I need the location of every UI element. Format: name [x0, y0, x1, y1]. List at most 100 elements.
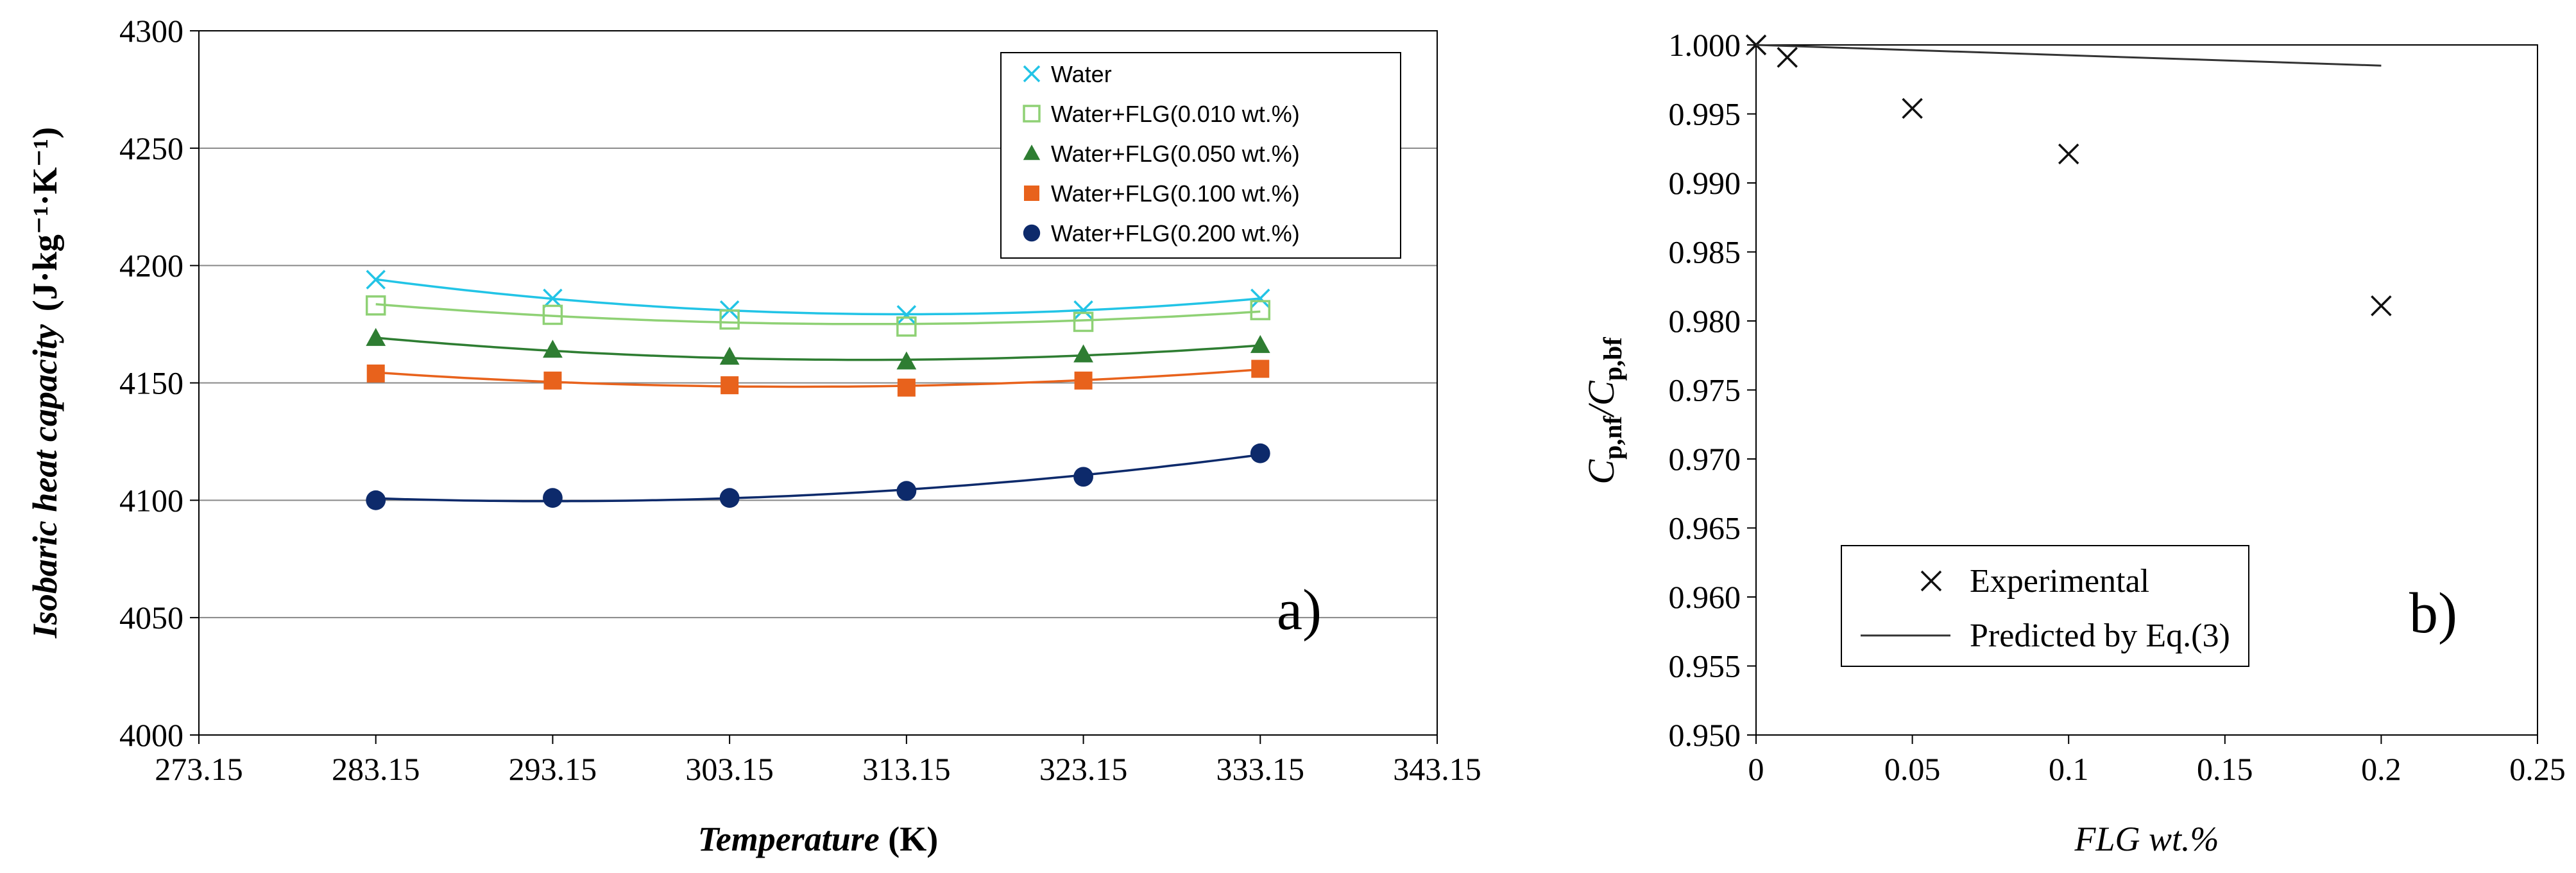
panel-b-x-tick-label: 0.25: [2509, 751, 2566, 787]
panel-a-x-tick-label: 343.15: [1393, 751, 1481, 787]
panel-a-x-tick-label: 283.15: [332, 751, 420, 787]
panel-b-x-tick-label: 0.05: [1884, 751, 1941, 787]
panel-b-legend-label: Predicted by Eq.(3): [1970, 618, 2230, 654]
panel-b-experimental-point: [2058, 143, 2079, 165]
panel-a: 4000 4050 4100 4150 4200 4250 4300 273.15 283.1…: [26, 13, 1481, 858]
panel-a-data-points: [365, 270, 1271, 510]
panel-b-x-tick-label: 0.2: [2361, 751, 2401, 787]
panel-a-point-series-3: [543, 371, 562, 390]
panel-a-point-series-0: [543, 288, 563, 309]
panel-a-y-tick-label: 4000: [119, 717, 183, 753]
panel-a-y-axis-unit: (J·kg⁻¹·K⁻¹): [26, 127, 64, 311]
panel-a-point-series-0: [896, 305, 917, 325]
panel-b-legend-marker: [1920, 570, 1942, 592]
panel-b-y-tick-label: 0.995: [1669, 96, 1741, 132]
panel-a-x-axis-title-text: Temperature: [698, 820, 880, 858]
panel-a-point-series-2: [366, 327, 386, 346]
panel-a-x-tick-label: 273.15: [155, 751, 243, 787]
panel-a-point-series-4: [543, 488, 563, 508]
panel-b-series: [1745, 34, 2392, 316]
panel-a-y-tick-label: 4100: [119, 482, 183, 518]
panel-b-legend-label: Experimental: [1970, 563, 2149, 600]
panel-a-y-tick-label: 4250: [119, 130, 183, 166]
panel-b-experimental-point: [1777, 47, 1798, 68]
panel-b-predicted-line: [1755, 44, 2382, 67]
panel-a-curve-series-1: [375, 303, 1261, 325]
panel-a-point-series-2: [543, 340, 563, 358]
panel-a-x-tick-label: 333.15: [1216, 751, 1305, 787]
panel-b-y-tick-label: 0.950: [1669, 717, 1741, 753]
panel-a-legend-label: Water+FLG(0.050 wt.%): [1051, 141, 1300, 167]
panel-a-x-tick-label: 313.15: [862, 751, 951, 787]
panel-a-point-series-1: [896, 316, 917, 337]
panel-a-x-tick-label: 303.15: [685, 751, 774, 787]
panel-b-y-tick-label: 0.955: [1669, 648, 1741, 684]
panel-a-x-tick-label: 293.15: [509, 751, 597, 787]
panel-b-y-tick-label: 0.985: [1669, 234, 1741, 270]
panel-a-point-series-4: [719, 488, 740, 508]
panel-b-x-axis-title: FLG wt.%: [2074, 820, 2219, 858]
panel-a-curve-series-4: [375, 453, 1261, 503]
panel-a-fit-curves: [375, 278, 1261, 503]
panel-a-legend-marker: [1024, 186, 1039, 201]
panel-a-point-series-1: [1073, 311, 1094, 333]
panel-a-legend-marker: [1023, 65, 1041, 83]
panel-b-legend-box: [1841, 545, 2249, 667]
panel-a-x-tick-label: 323.15: [1039, 751, 1128, 787]
panel-a-legend: Water Water+FLG(0.010 wt.%) Water+FLG(0.05…: [1000, 52, 1401, 259]
panel-a-y-tick-label: 4200: [119, 248, 183, 284]
panel-b-y-tick-label: 0.980: [1669, 303, 1741, 339]
panel-a-point-series-4: [1250, 443, 1270, 463]
panel-a-point-series-1: [542, 304, 563, 325]
panel-b-experimental-point: [1902, 98, 1923, 119]
panel-a-y-axis-title: Isobaric heat capacity (J·kg⁻¹·K⁻¹): [26, 127, 64, 639]
panel-a-y-tick-label: 4300: [119, 13, 183, 49]
panel-a-legend-marker: [1023, 224, 1041, 242]
panel-b-legend: Experimental Predicted by Eq.(3): [1841, 545, 2249, 667]
panel-a-legend-marker: [1023, 105, 1041, 123]
panel-b-y-axis-sep: /C: [1580, 380, 1622, 418]
panel-a-point-series-0: [1250, 288, 1270, 309]
panel-a-y-tick-label: 4050: [119, 600, 183, 635]
panel-a-point-series-0: [366, 270, 386, 290]
panel-b-experimental-point: [2371, 295, 2392, 316]
panel-b-y-tick-label: 0.965: [1669, 510, 1741, 546]
panel-b-label: b): [2409, 582, 2457, 645]
panel-a-point-series-3: [1251, 359, 1270, 378]
panel-b-y-tick-label: 0.975: [1669, 372, 1741, 408]
panel-b-y-axis-title: Cp,nf/Cp,bf: [1580, 337, 1627, 485]
panel-a-point-series-4: [1073, 467, 1093, 487]
panel-a-point-series-3: [897, 378, 916, 397]
panel-a-y-tick-label: 4150: [119, 365, 183, 401]
panel-b-y-tick-label: 0.970: [1669, 441, 1741, 477]
panel-b-y-tick-label: 0.990: [1669, 165, 1741, 201]
panel-a-legend-label: Water: [1051, 61, 1112, 87]
panel-b-x-tick-label: 0.1: [2049, 751, 2089, 787]
panel-a-point-series-3: [366, 364, 385, 383]
panel-a-label: a): [1277, 578, 1322, 642]
panel-a-y-ticks: 4000 4050 4100 4150 4200 4250 4300: [119, 13, 199, 753]
panel-b-x-tick-label: 0: [1748, 751, 1764, 787]
panel-a-point-series-1: [1250, 300, 1271, 320]
panel-b-y-tick-label: 0.960: [1669, 579, 1741, 615]
panel-a-point-series-1: [719, 309, 740, 330]
panel-a-legend-marker: [1023, 144, 1041, 160]
panel-b-x-ticks: 0 0.05 0.1 0.15 0.2 0.25: [1748, 735, 2566, 787]
panel-a-point-series-2: [1250, 334, 1270, 353]
panel-a-point-series-2: [719, 347, 740, 365]
panel-a-x-axis-unit: (K): [880, 820, 938, 858]
panel-a-y-axis-title-text: Isobaric heat capacity: [26, 324, 64, 639]
panel-b: 0.950 0.955 0.960 0.965 0.970 0.975 0.980 0.985…: [1580, 27, 2566, 858]
panel-a-point-series-3: [1074, 371, 1093, 390]
panel-a-x-axis-title: Temperature (K): [698, 820, 938, 858]
panel-a-x-ticks: 273.15 283.15 293.15 303.15 313.15 323.15 333.…: [155, 735, 1481, 787]
panel-a-curve-series-2: [375, 336, 1261, 361]
panel-a-curve-series-3: [375, 368, 1261, 388]
panel-a-point-series-3: [721, 376, 739, 395]
panel-a-point-series-2: [896, 351, 917, 370]
panel-b-y-axis-sub2: p,bf: [1598, 337, 1627, 381]
panel-b-y-tick-label: 1.000: [1669, 27, 1741, 63]
panel-a-point-series-4: [366, 490, 386, 510]
panel-b-y-ticks: 0.950 0.955 0.960 0.965 0.970 0.975 0.980 0.985…: [1669, 27, 1756, 753]
